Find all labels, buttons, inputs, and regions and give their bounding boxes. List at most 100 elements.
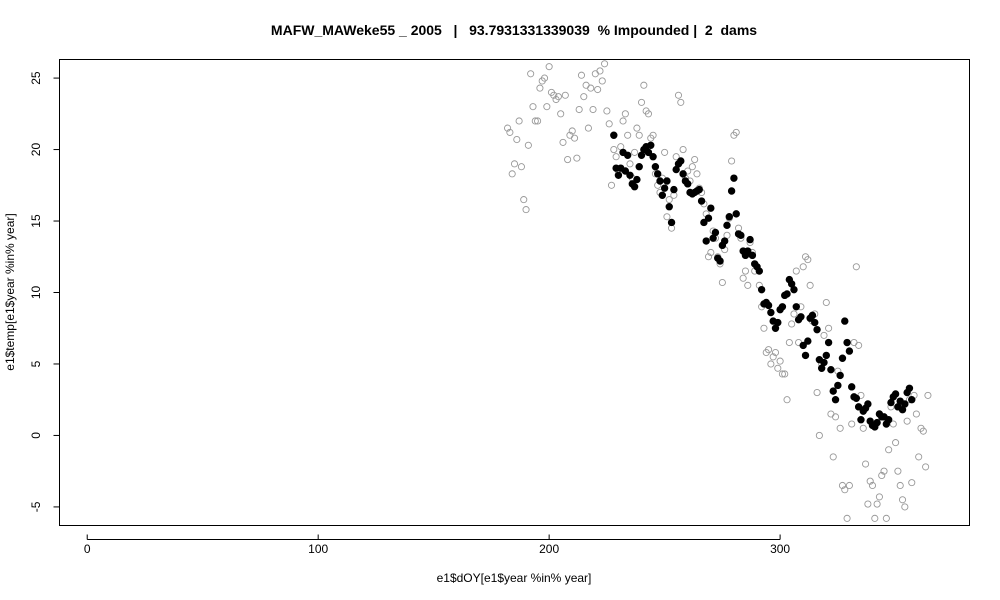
- open-point: [866, 477, 874, 485]
- open-point: [815, 431, 823, 439]
- filled-point: [623, 151, 632, 159]
- filled-point: [737, 231, 745, 240]
- filled-point: [730, 174, 738, 182]
- filled-point: [834, 381, 842, 390]
- open-point: [559, 138, 567, 146]
- filled-point: [845, 347, 854, 355]
- open-point: [820, 331, 828, 339]
- open-point: [871, 514, 879, 522]
- open-point: [522, 206, 530, 214]
- open-point: [744, 281, 752, 289]
- open-point: [543, 103, 551, 111]
- open-point: [677, 98, 685, 106]
- open-point: [827, 410, 835, 418]
- filled-point: [864, 400, 872, 408]
- filled-point: [651, 163, 660, 171]
- open-point: [598, 77, 606, 85]
- open-point: [520, 196, 528, 204]
- filled-point: [707, 204, 715, 212]
- open-point: [587, 84, 595, 92]
- filled-point: [790, 285, 798, 294]
- filled-point: [829, 387, 837, 395]
- x-tick-label: 200: [539, 542, 559, 556]
- filled-point: [626, 171, 634, 179]
- y-tick-label: 20: [29, 143, 43, 157]
- open-point: [605, 120, 613, 128]
- open-point: [633, 124, 641, 132]
- open-point: [898, 496, 907, 504]
- filled-point: [801, 351, 810, 360]
- open-point: [515, 117, 523, 125]
- filled-point: [804, 337, 812, 345]
- open-point: [665, 196, 673, 204]
- open-point: [624, 131, 632, 139]
- open-point: [508, 170, 516, 178]
- open-point: [607, 181, 616, 189]
- filled-point: [614, 171, 623, 179]
- filled-point: [663, 177, 671, 185]
- filled-point: [852, 394, 861, 402]
- filled-point: [630, 183, 639, 191]
- open-point: [718, 278, 726, 287]
- open-point: [619, 117, 627, 125]
- open-point: [868, 481, 877, 490]
- open-point: [550, 91, 558, 99]
- open-point: [688, 163, 696, 171]
- open-point: [596, 67, 604, 75]
- open-point: [601, 60, 609, 68]
- filled-point: [767, 308, 775, 317]
- filled-point: [748, 251, 757, 260]
- open-point: [610, 146, 618, 154]
- open-point: [894, 467, 902, 475]
- filled-point: [901, 400, 909, 408]
- filled-point: [610, 131, 618, 139]
- filled-point: [884, 416, 893, 424]
- open-point: [536, 84, 544, 92]
- filled-point: [700, 218, 708, 227]
- filled-point: [843, 338, 851, 347]
- filled-point: [827, 365, 835, 374]
- open-point: [908, 479, 916, 487]
- x-tick-label: 300: [770, 542, 790, 556]
- open-point: [855, 341, 863, 349]
- open-point: [843, 514, 851, 522]
- open-point: [540, 74, 549, 82]
- filled-point: [891, 390, 900, 398]
- filled-point: [670, 185, 678, 194]
- y-axis-label: e1$temp[e1$year %in% year]: [3, 213, 17, 370]
- open-point: [892, 439, 900, 447]
- open-point: [785, 338, 793, 347]
- filled-point: [778, 303, 787, 311]
- y-tick-label: 0: [29, 432, 43, 439]
- open-point: [862, 460, 870, 468]
- filled-point: [644, 148, 653, 157]
- filled-point: [836, 371, 844, 380]
- open-point: [649, 131, 657, 139]
- open-point: [792, 267, 800, 275]
- filled-point: [905, 384, 914, 392]
- open-point: [591, 70, 599, 78]
- filled-point: [621, 167, 630, 175]
- open-point: [799, 263, 807, 271]
- open-point: [739, 274, 747, 282]
- open-point: [529, 103, 537, 111]
- open-point: [635, 131, 643, 139]
- open-point: [924, 391, 932, 399]
- open-point: [640, 81, 648, 89]
- filled-point: [684, 180, 692, 188]
- open-point: [573, 154, 581, 162]
- open-point: [707, 248, 715, 257]
- open-point: [527, 70, 535, 78]
- open-point: [845, 481, 853, 490]
- filled-point: [822, 351, 830, 360]
- filled-point: [711, 228, 720, 237]
- open-point: [504, 124, 512, 132]
- y-tick-label: 15: [29, 214, 43, 228]
- filled-point: [811, 318, 819, 327]
- filled-point: [679, 170, 687, 178]
- filled-point: [720, 237, 729, 245]
- open-point: [806, 281, 814, 289]
- filled-point: [757, 285, 766, 294]
- open-point: [896, 481, 904, 490]
